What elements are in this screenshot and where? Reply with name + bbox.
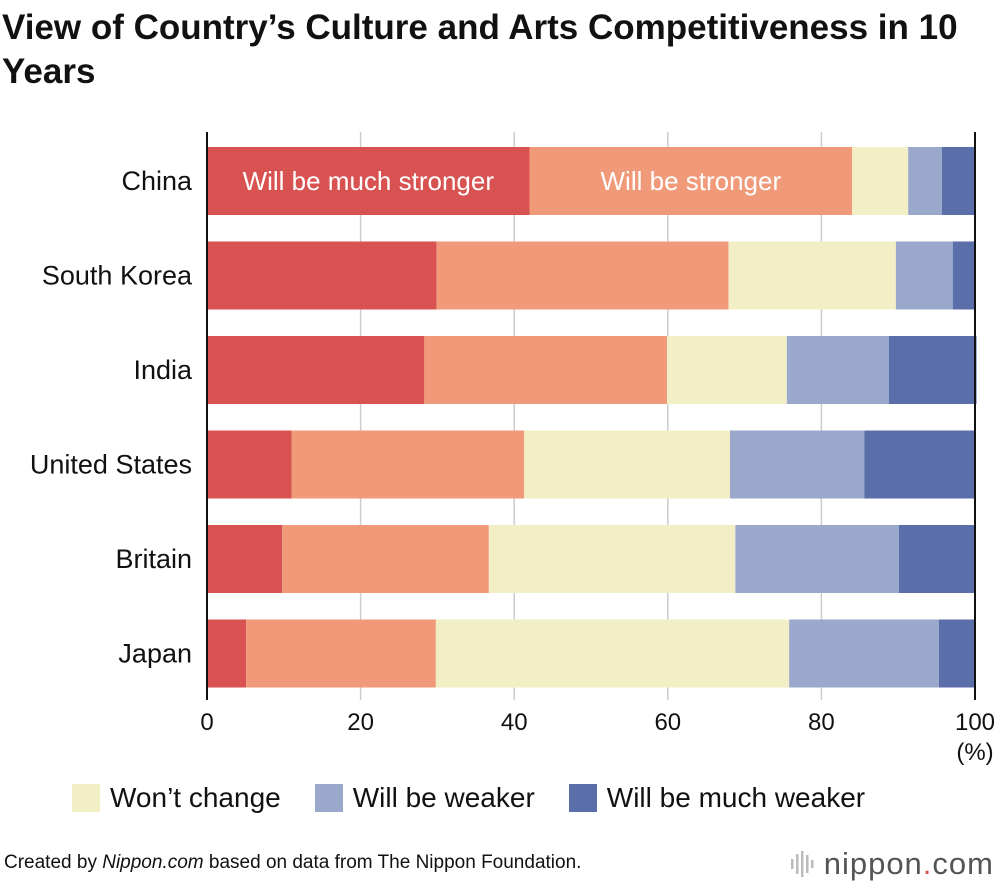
bar-japan-segment-2 <box>435 619 790 688</box>
gridlines <box>359 132 976 700</box>
legend-label: Will be much weaker <box>606 782 866 813</box>
category-label: India <box>133 355 193 385</box>
bar-united-states-segment-0 <box>207 430 292 499</box>
legend-label: Won’t change <box>110 782 281 813</box>
bar-india-segment-0 <box>207 336 425 404</box>
footer-prefix: Created by <box>4 852 103 873</box>
legend-item: Will be much weaker <box>568 782 866 814</box>
bar-china-segment-4 <box>941 147 975 215</box>
bar-south-korea-segment-1 <box>436 241 729 310</box>
legend-swatch <box>314 784 343 812</box>
inline-series-label: Will be much stronger <box>243 166 495 196</box>
bar-united-states-segment-1 <box>291 430 525 499</box>
legend-label: Will be weaker <box>352 782 535 813</box>
x-tick-label: 40 <box>501 709 528 736</box>
legend-item: Will be weaker <box>314 782 535 814</box>
nippon-logo: nippon. com <box>790 846 994 882</box>
bar-south-korea-segment-2 <box>728 241 896 310</box>
bar-united-states-segment-4 <box>864 430 976 499</box>
x-tick-label: 100 <box>955 709 995 736</box>
footer-site: Nippon.com <box>102 852 204 873</box>
category-label: Japan <box>118 639 192 669</box>
bar-britain-segment-4 <box>898 525 975 593</box>
bar-britain-segment-3 <box>735 525 899 593</box>
bar-britain-segment-2 <box>488 525 736 593</box>
bar-south-korea-segment-3 <box>895 241 953 310</box>
bar-china-segment-1 <box>529 147 853 215</box>
legend-item: Won’t change <box>72 782 281 814</box>
bar-china-segment-2 <box>852 147 909 215</box>
bar-japan-segment-4 <box>938 619 975 688</box>
bar-japan-segment-0 <box>207 619 247 688</box>
x-tick-label: 60 <box>654 709 681 736</box>
category-label: United States <box>30 450 192 480</box>
bar-south-korea-segment-4 <box>952 241 976 310</box>
bar-india-segment-2 <box>667 336 787 404</box>
bar-japan-segment-3 <box>789 619 939 688</box>
sound-wave-icon <box>790 851 814 877</box>
legend: Won’t change Will be weaker Will be much w… <box>72 782 899 814</box>
brand-dot: . <box>922 846 933 881</box>
footer-suffix: based on data from The Nippon Foundation… <box>203 852 582 873</box>
bar-britain-segment-1 <box>282 525 489 593</box>
category-label: Britain <box>115 544 192 574</box>
category-label: South Korea <box>42 261 193 291</box>
category-labels: China South Korea India United States Britai… <box>30 166 193 669</box>
inline-series-label: Will be stronger <box>601 166 782 196</box>
brand-name: nippon <box>823 846 923 881</box>
legend-swatch <box>72 784 100 812</box>
bar-india-segment-3 <box>786 336 889 404</box>
x-tick-label: 80 <box>808 709 835 736</box>
x-tick-label: 0 <box>200 709 213 736</box>
bar-united-states-segment-2 <box>524 430 731 499</box>
x-axis: 0 20 40 60 80 100 (%) <box>200 132 995 766</box>
bars: Will be much stronger Will be stronger <box>207 147 977 688</box>
bar-china-segment-0 <box>207 147 530 215</box>
x-axis-unit-label: (%) <box>956 739 993 766</box>
x-tick-label: 20 <box>347 709 374 736</box>
legend-swatch <box>568 784 597 812</box>
category-label: China <box>121 166 193 196</box>
stacked-bar-chart: Will be much stronger Will be stronger Ch… <box>30 132 995 766</box>
bar-united-states-segment-3 <box>730 430 865 499</box>
bar-india-segment-4 <box>888 336 977 404</box>
bar-south-korea-segment-0 <box>207 241 437 310</box>
bar-japan-segment-1 <box>246 619 436 688</box>
bar-china-segment-3 <box>908 147 942 215</box>
bar-india-segment-1 <box>424 336 668 404</box>
brand-tld: com <box>932 846 994 881</box>
footer-credit: Created by Nippon.com based on data from… <box>4 852 581 874</box>
bar-britain-segment-0 <box>207 525 283 593</box>
chart-title: View of Country’s Culture and Arts Compe… <box>2 8 958 91</box>
